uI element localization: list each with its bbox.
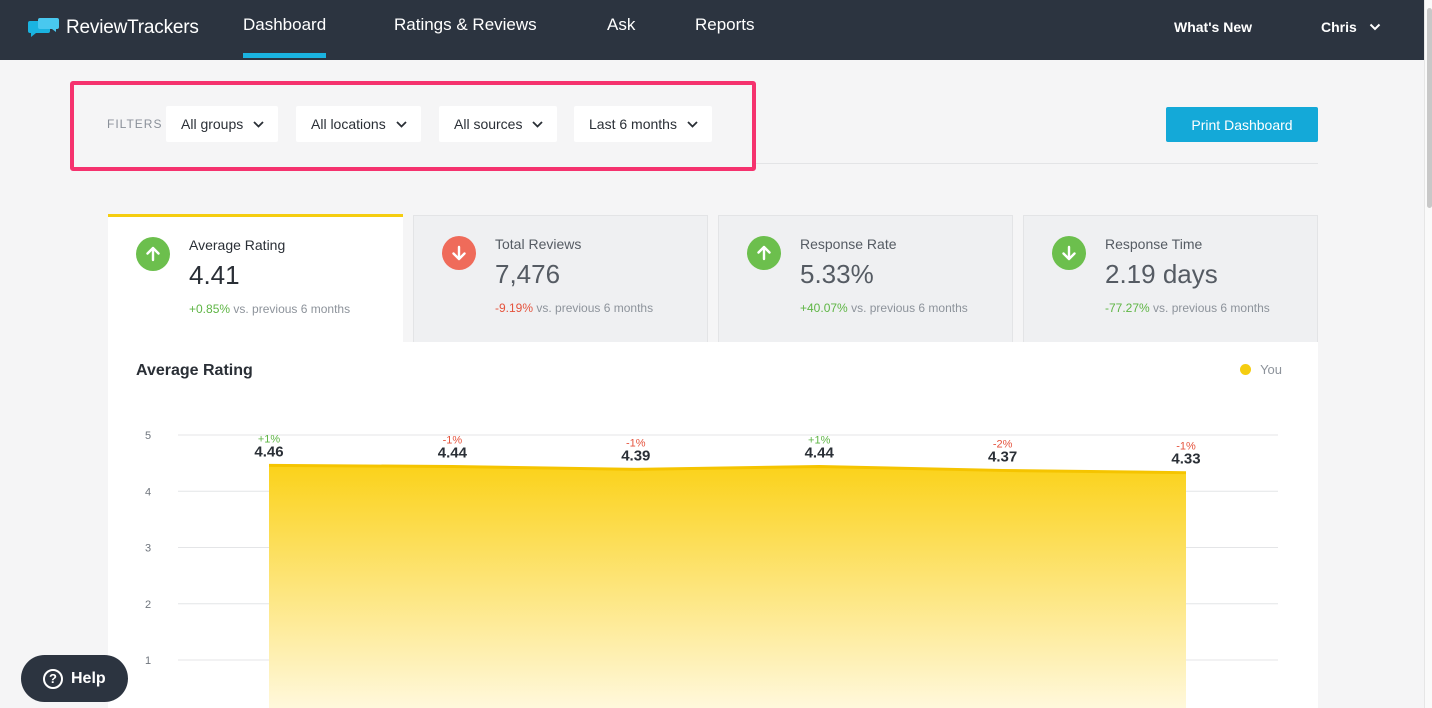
data-value-label: 4.33 [1171,451,1200,468]
chevron-down-icon [687,120,698,128]
kpi-card-response-rate[interactable]: Response Rate 5.33% +40.07% vs. previous… [718,215,1013,343]
arrow-down-icon [1052,236,1086,270]
whats-new-link[interactable]: What's New [1174,19,1253,35]
kpi-value: 7,476 [495,259,561,289]
brand-name: ReviewTrackers [66,17,199,38]
kpi-comparison: +0.85% vs. previous 6 months [189,302,350,316]
kpi-comparison: -9.19% vs. previous 6 months [495,301,653,315]
locations-filter-dropdown[interactable]: All locations [296,106,421,142]
arrow-down-icon [442,236,476,270]
kpi-change: +0.85% [189,302,231,316]
kpi-title: Response Rate [800,236,897,252]
data-change-label: -2% [993,438,1013,450]
filters-highlight-box [70,81,756,171]
chevron-down-icon [396,120,407,128]
sources-filter-value: All sources [454,116,523,132]
kpi-compare-text: vs. previous 6 months [536,301,654,315]
period-filter-dropdown[interactable]: Last 6 months [574,106,712,142]
chevron-down-icon [253,120,264,128]
page-scrollbar-thumb[interactable] [1427,8,1432,208]
data-change-label: +1% [808,435,831,447]
kpi-change: -77.27% [1105,301,1150,315]
kpi-comparison: -77.27% vs. previous 6 months [1105,301,1270,315]
kpi-change: +40.07% [800,301,848,315]
sources-filter-dropdown[interactable]: All sources [439,106,558,142]
user-menu[interactable]: Chris [1321,19,1381,35]
chart-legend[interactable]: You [1240,362,1282,377]
filters-label: FILTERS [107,117,163,131]
kpi-title: Response Time [1105,236,1203,252]
kpi-value: 5.33% [800,259,874,289]
kpi-compare-text: vs. previous 6 months [851,301,968,315]
kpi-compare-text: vs. previous 6 months [233,302,351,316]
arrow-up-icon [136,237,170,271]
period-filter-value: Last 6 months [589,116,677,132]
kpi-compare-text: vs. previous 6 months [1153,301,1270,315]
top-nav-bar: ReviewTrackers Dashboard Ratings & Revie… [0,0,1424,60]
series-area [269,465,1186,708]
page-scrollbar-track[interactable] [1424,0,1432,708]
kpi-change: -9.19% [495,301,534,315]
data-value-label: 4.37 [988,448,1017,465]
chevron-down-icon [1369,24,1380,31]
kpi-card-total-reviews[interactable]: Total Reviews 7,476 -9.19% vs. previous … [413,215,708,343]
legend-label: You [1260,362,1282,377]
chart-title: Average Rating [136,362,253,379]
data-change-label: +1% [258,433,281,445]
y-tick-label: 1 [145,655,151,667]
nav-ratings-reviews[interactable]: Ratings & Reviews [394,15,537,34]
kpi-card-response-time[interactable]: Response Time 2.19 days -77.27% vs. prev… [1023,215,1318,343]
locations-filter-value: All locations [311,116,386,132]
kpi-value: 2.19 days [1105,259,1218,289]
data-value-label: 4.46 [254,443,283,460]
kpi-title: Average Rating [189,237,286,253]
arrow-up-icon [747,236,781,270]
speech-bubbles-icon [28,18,59,37]
nav-dashboard[interactable]: Dashboard [243,15,327,58]
user-name: Chris [1321,19,1357,35]
groups-filter-dropdown[interactable]: All groups [166,106,279,142]
y-tick-label: 2 [145,599,151,611]
y-tick-label: 3 [145,543,151,555]
data-change-label: -1% [626,437,646,449]
brand-logo[interactable]: ReviewTrackers [28,17,199,39]
data-change-label: -1% [443,435,463,447]
nav-reports[interactable]: Reports [695,15,755,34]
help-button[interactable]: ? Help [21,655,128,702]
help-label: Help [71,669,106,687]
chevron-down-icon [532,120,544,128]
kpi-card-average-rating[interactable]: Average Rating 4.41 +0.85% vs. previous … [108,214,403,342]
data-value-label: 4.39 [621,447,650,464]
y-tick-label: 5 [145,430,151,442]
header-divider [756,163,1318,164]
legend-swatch [1240,364,1252,375]
kpi-title: Total Reviews [495,236,582,252]
y-tick-label: 4 [145,486,151,498]
series-line [268,463,1187,475]
question-icon: ? [43,668,63,689]
groups-filter-value: All groups [181,116,244,132]
average-rating-chart-panel: Average Rating You 1 2 3 4 5 +1% 4.46 -1% 4.44 -1… [108,342,1318,708]
data-value-label: 4.44 [438,445,468,462]
kpi-value: 4.41 [189,260,240,290]
data-change-label: -1% [1176,441,1196,453]
data-value-label: 4.44 [805,445,835,462]
kpi-comparison: +40.07% vs. previous 6 months [800,301,968,315]
nav-ask[interactable]: Ask [607,15,636,34]
print-dashboard-button[interactable]: Print Dashboard [1166,107,1318,142]
